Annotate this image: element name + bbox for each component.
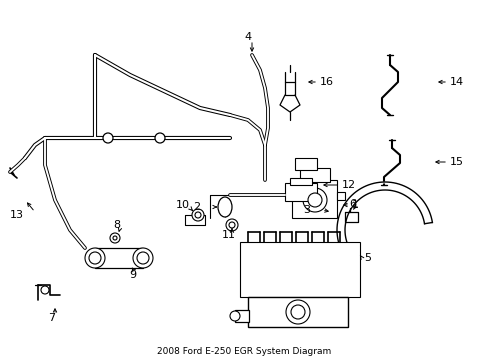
Bar [247,297,347,327]
Bar [291,180,336,218]
Bar [336,192,345,200]
Bar [294,158,316,170]
Circle shape [137,252,149,264]
Text: 3: 3 [303,205,309,215]
Bar [95,248,142,268]
Circle shape [285,300,309,324]
Text: 5: 5 [363,253,370,263]
Text: 14: 14 [449,77,463,87]
Text: 8: 8 [113,220,121,230]
Text: 11: 11 [222,230,236,240]
Text: 4: 4 [244,32,251,42]
Text: 13: 13 [10,210,24,220]
Text: 2: 2 [192,202,200,212]
Bar [240,242,359,297]
Text: 7: 7 [48,313,56,323]
Text: 15: 15 [449,157,463,167]
Text: 2008 Ford E-250 EGR System Diagram: 2008 Ford E-250 EGR System Diagram [157,347,330,356]
Circle shape [225,219,238,231]
Circle shape [303,188,326,212]
Circle shape [110,233,120,243]
Bar [235,310,248,322]
Ellipse shape [218,197,231,217]
Circle shape [229,311,240,321]
Text: 6: 6 [349,199,356,209]
Circle shape [89,252,101,264]
Bar [285,183,316,201]
Circle shape [192,209,203,221]
Bar [289,178,311,185]
Circle shape [113,236,117,240]
Circle shape [85,248,105,268]
Circle shape [155,133,164,143]
Circle shape [103,133,113,143]
Circle shape [307,193,321,207]
Text: 10: 10 [176,200,190,210]
Bar [299,168,329,182]
Circle shape [195,212,201,218]
Text: 16: 16 [319,77,333,87]
Circle shape [228,222,235,228]
Circle shape [133,248,153,268]
Text: 12: 12 [341,180,355,190]
Circle shape [290,305,305,319]
Text: 9: 9 [129,270,136,280]
Circle shape [41,286,49,294]
Text: 1: 1 [351,200,358,210]
